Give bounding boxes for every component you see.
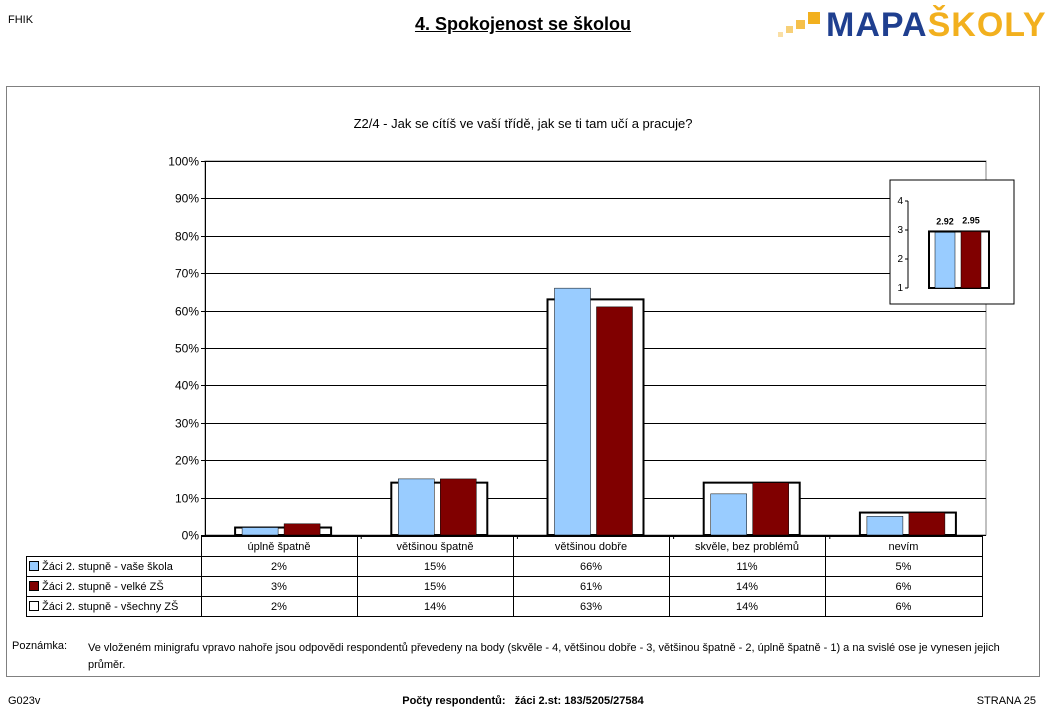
chart-title: Z2/4 - Jak se cítíš ve vaší třídě, jak s…: [353, 116, 693, 131]
table-cell: 2%: [200, 556, 358, 577]
legend-entry: Žáci 2. stupně - vaše škola: [26, 556, 202, 577]
category-label: většinou špatně: [356, 536, 514, 557]
respondents-label: Počty respondentů:: [402, 695, 506, 707]
bar-your-school: [866, 516, 904, 536]
logo-text: MAPAŠKOLY: [826, 6, 1046, 45]
legend-entry: Žáci 2. stupně - všechny ZŠ: [26, 596, 202, 617]
bar-your-school: [398, 478, 435, 536]
bar-large-schools: [283, 523, 321, 536]
data-table: úplně špatně většinou špatně většinou do…: [26, 536, 983, 617]
inset-y-tick-label: 2: [897, 254, 903, 265]
y-tick-label: 50%: [175, 342, 199, 356]
inset-y-tick-label: 4: [897, 196, 903, 207]
y-tick-label: 30%: [175, 417, 199, 431]
table-cell: 14%: [668, 576, 826, 597]
table-row: Žáci 2. stupně - vaše škola 2% 15% 66% 1…: [26, 556, 983, 577]
bar-large-schools: [596, 306, 633, 536]
bar-your-school: [710, 493, 747, 536]
table-cell: 63%: [512, 596, 670, 617]
page-title: 4. Spokojenost se školou: [0, 14, 1046, 35]
page-title-text: 4. Spokojenost se školou: [414, 14, 632, 34]
y-tick-label: 40%: [175, 379, 199, 393]
category-label: skvěle, bez problémů: [668, 536, 826, 557]
bar-large-schools: [908, 512, 946, 536]
table-cell: 14%: [356, 596, 514, 617]
logo-square-icon: [808, 12, 820, 24]
table-cell: 6%: [824, 576, 983, 597]
legend-swatch: [29, 580, 39, 591]
inset-y-tick-label: 1: [897, 283, 903, 294]
bar-your-school: [554, 287, 591, 536]
form-code: G023v: [8, 695, 41, 707]
table-cell: 5%: [824, 556, 983, 577]
y-tick-label: 10%: [175, 492, 199, 506]
series-name: Žáci 2. stupně - všechny ZŠ: [42, 600, 179, 613]
table-cell: 61%: [512, 576, 670, 597]
bar-large-schools: [440, 478, 477, 536]
series-name: Žáci 2. stupně - vaše škola: [42, 560, 173, 573]
table-cell: 15%: [356, 576, 514, 597]
bar-all-schools: [234, 526, 333, 537]
bar-large-schools: [752, 482, 789, 536]
y-tick-label: 80%: [175, 230, 199, 244]
y-tick-label: 20%: [175, 454, 199, 468]
legend-entry: Žáci 2. stupně - velké ZŠ: [26, 576, 202, 597]
respondents-value: žáci 2.st: 183/5205/27584: [514, 695, 644, 707]
table-cell: 11%: [668, 556, 826, 577]
logo-text-part2: ŠKOLY: [927, 6, 1046, 44]
y-tick-label: 70%: [175, 267, 199, 281]
y-tick-label: 60%: [175, 305, 199, 319]
series-name: Žáci 2. stupně - velké ZŠ: [42, 580, 164, 593]
table-cell: 2%: [200, 596, 358, 617]
page-number: STRANA 25: [976, 695, 1036, 707]
table-cell: 66%: [512, 556, 670, 577]
logo-text-part1: MAPA: [826, 6, 928, 44]
category-label: většinou dobře: [512, 536, 670, 557]
y-tick-label: 90%: [175, 192, 199, 206]
note-label: Poznámka:: [12, 640, 68, 652]
table-row: Žáci 2. stupně - velké ZŠ 3% 15% 61% 14%…: [26, 576, 983, 597]
logo-square-icon: [786, 26, 793, 33]
y-tick-label: 100%: [168, 155, 199, 169]
table-corner: [26, 536, 202, 557]
inset-value-label: 2.95: [962, 215, 980, 225]
bar-your-school: [241, 527, 279, 536]
category-label: úplně špatně: [200, 536, 358, 557]
logo-square-icon: [796, 20, 805, 29]
respondents-line: Počty respondentů: žáci 2.st: 183/5205/2…: [0, 695, 1046, 707]
table-header-row: úplně špatně většinou špatně většinou do…: [26, 536, 983, 557]
table-cell: 3%: [200, 576, 358, 597]
legend-swatch: [29, 600, 39, 611]
chart-frame: [6, 86, 1040, 677]
table-cell: 15%: [356, 556, 514, 577]
table-cell: 14%: [668, 596, 826, 617]
inset-value-label: 2.92: [936, 216, 954, 226]
logo-square-icon: [778, 32, 783, 37]
table-row: Žáci 2. stupně - všechny ZŠ 2% 14% 63% 1…: [26, 596, 983, 617]
note-text: Ve vloženém minigrafu vpravo nahoře jsou…: [88, 642, 1000, 671]
table-cell: 6%: [824, 596, 983, 617]
category-label: nevím: [824, 536, 983, 557]
inset-y-tick-label: 3: [897, 225, 903, 236]
report-code: FHIK: [8, 14, 34, 26]
inset-bar: [960, 231, 982, 289]
inset-bar: [934, 232, 956, 289]
legend-swatch: [29, 560, 39, 571]
logo: MAPAŠKOLY: [776, 6, 1046, 46]
